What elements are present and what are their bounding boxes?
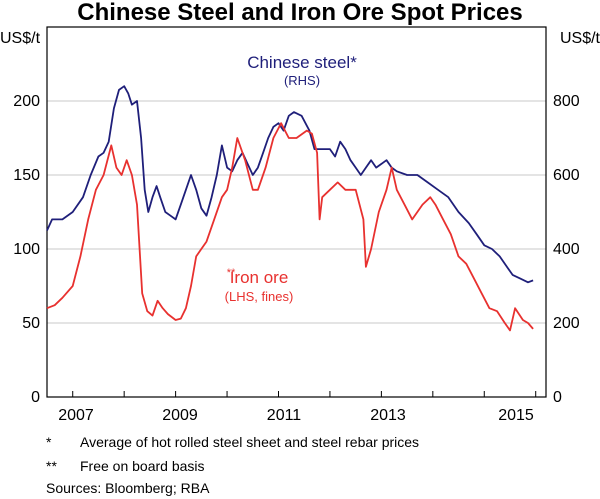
footnote-text: Average of hot rolled steel sheet and st… [80,434,420,450]
right-axis-unit: US$/t [560,30,600,47]
left-tick-label: 50 [22,315,40,332]
chart-title: Chinese Steel and Iron Ore Spot Prices [77,0,522,26]
right-tick-label: 600 [553,167,580,184]
left-tick-label: 100 [13,241,40,258]
ore-series-label: Iron ore [230,268,289,287]
left-tick-label: 200 [13,93,40,110]
left-tick-label: 150 [13,167,40,184]
x-tick-label: 2007 [58,407,94,424]
series-line-chinese-steel [46,85,534,284]
steel-series-sublabel: (RHS) [284,73,320,88]
right-tick-label: 800 [553,93,580,110]
gridlines [47,100,546,324]
x-tick-label: 2015 [498,407,534,424]
steel-series-label: Chinese steel* [247,53,357,72]
footnote-marker: ** [46,458,57,474]
x-tick-label: 2013 [370,407,406,424]
right-tick-labels: 0 200 400 600 800 [553,93,580,406]
right-tick-label: 200 [553,315,580,332]
series-line-iron-ore [46,122,534,332]
x-tick-label: 2011 [267,407,302,424]
left-tick-labels: 0 50 100 150 200 [13,93,40,406]
x-tick-label: 2009 [162,407,198,424]
x-tick-labels: 2007 2009 2011 2013 2015 [58,407,534,424]
footnote-text: Free on board basis [80,458,205,474]
ore-series-marker: ** [227,267,236,279]
left-tick-label: 0 [31,389,40,406]
plot-frame [46,26,547,398]
ore-series-sublabel: (LHS, fines) [225,289,294,304]
right-tick-label: 400 [553,241,580,258]
right-tick-label: 0 [553,389,562,406]
left-axis-unit: US$/t [0,30,41,47]
sources: Sources: Bloomberg; RBA [46,480,210,496]
x-ticks [72,391,537,397]
footnote-marker: * [46,434,52,450]
